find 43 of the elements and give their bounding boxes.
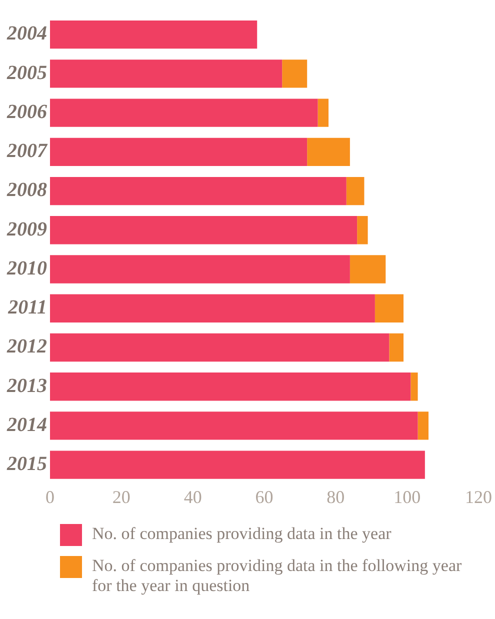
bar [50,60,282,88]
bar [374,294,404,322]
bar [307,138,350,166]
y-tick-label: 2004 [6,22,47,45]
legend-label: No. of companies providing data in the following year for the year in question [92,556,463,596]
bar [50,98,318,127]
bar [50,294,375,322]
x-tick-label: 60 [255,486,274,507]
x-tick-label: 120 [465,486,492,507]
bar [389,333,404,362]
y-tick-label: 2005 [6,62,47,84]
y-tick-label: 2008 [6,179,47,202]
y-tick-label: 2010 [6,257,47,280]
y-tick-label: 2011 [7,296,47,319]
bar [410,372,418,401]
x-tick-label: 0 [46,486,54,507]
bar [50,20,258,49]
bar [50,176,346,206]
x-tick-label: 80 [326,486,345,507]
x-tick-label: 20 [112,486,130,507]
bar [50,333,390,362]
bar [350,255,386,284]
bar [346,176,364,206]
x-tick-label: 100 [394,486,421,507]
bar [50,372,411,401]
bar [50,412,418,440]
y-tick-label: 2007 [6,140,48,162]
y-tick-label: 2015 [6,453,47,476]
bar [50,138,308,166]
bar [50,255,350,284]
y-tick-label: 2014 [6,414,47,436]
bar [282,60,308,88]
legend-label: No. of companies providing data in the year [92,524,392,544]
y-tick-label: 2009 [6,218,47,240]
bar [418,412,429,440]
y-tick-label: 2013 [6,374,47,397]
bar [50,450,425,479]
bar [318,98,329,127]
x-tick-label: 40 [184,486,202,507]
bar [50,216,358,244]
bar [357,216,368,244]
y-tick-label: 2006 [6,100,47,123]
y-tick-label: 2012 [6,336,47,358]
